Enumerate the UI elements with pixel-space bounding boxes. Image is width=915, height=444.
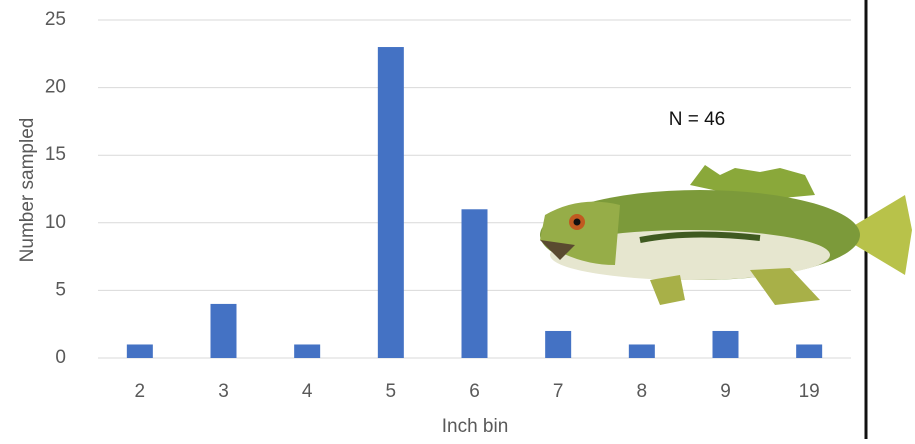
annotation: N = 46 <box>669 109 726 130</box>
y-tick-label: 15 <box>45 144 66 165</box>
x-tick-label: 4 <box>302 381 313 402</box>
y-tick-label: 0 <box>55 347 66 368</box>
x-tick-label: 2 <box>135 381 146 402</box>
fish-illustration <box>540 165 912 305</box>
y-tick-label: 10 <box>45 212 66 233</box>
bar <box>210 303 237 358</box>
bar <box>545 330 572 358</box>
y-tick-label: 25 <box>45 9 66 30</box>
x-tick-label: 19 <box>799 381 820 402</box>
x-tick-label: 9 <box>720 381 731 402</box>
x-tick-label: 7 <box>553 381 564 402</box>
x-axis-label: Inch bin <box>442 416 509 437</box>
bar <box>377 47 404 358</box>
bar <box>461 209 488 358</box>
x-tick-label: 5 <box>386 381 397 402</box>
x-tick-label: 3 <box>218 381 229 402</box>
y-tick-label: 20 <box>45 77 66 98</box>
bar <box>628 344 655 358</box>
x-tick-label: 8 <box>637 381 648 402</box>
bar <box>796 344 823 358</box>
bar <box>126 344 153 358</box>
bar <box>294 344 321 358</box>
bar <box>712 330 739 358</box>
y-axis-label: Number sampled <box>17 118 38 263</box>
y-tick-label: 5 <box>55 279 66 300</box>
x-tick-label: 6 <box>469 381 480 402</box>
